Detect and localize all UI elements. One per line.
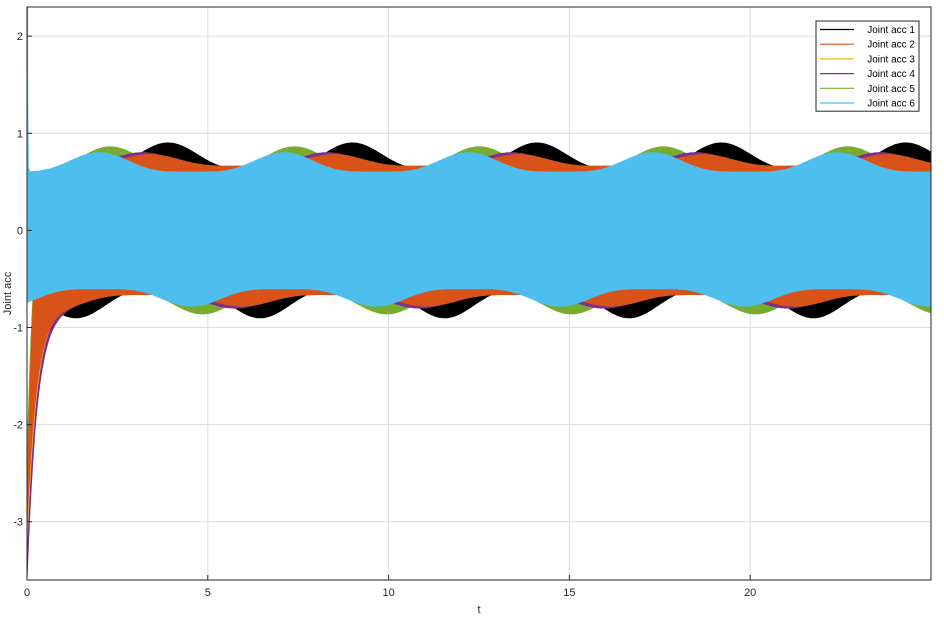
y-tick-label: -3 <box>13 517 23 529</box>
ticks: 0 5 10 15 20 -3 -2 -1 0 1 2 <box>13 31 756 599</box>
legend: Joint acc 1 Joint acc 2 Joint acc 3 Joint a… <box>815 20 920 112</box>
legend-label-1: Joint acc 1 <box>867 25 915 36</box>
x-axis-label: t <box>477 604 480 616</box>
legend-box <box>815 20 920 112</box>
x-tick-label: 0 <box>24 587 30 599</box>
plot-frame <box>26 6 932 581</box>
y-tick-label: 2 <box>17 31 23 43</box>
x-tick-label: 20 <box>744 587 756 599</box>
y-tick-label: -2 <box>13 420 23 432</box>
y-axis-label: Joint acc <box>2 271 14 315</box>
x-tick-label: 10 <box>382 587 394 599</box>
y-tick-label: 1 <box>17 128 23 140</box>
y-tick-label: -1 <box>13 322 23 334</box>
x-tick-label: 15 <box>563 587 575 599</box>
legend-label-4: Joint acc 4 <box>867 69 915 80</box>
y-tick-label: 0 <box>17 225 23 237</box>
legend-label-5: Joint acc 5 <box>867 84 915 95</box>
legend-label-2: Joint acc 2 <box>867 40 915 51</box>
legend-label-3: Joint acc 3 <box>867 54 915 65</box>
x-tick-label: 5 <box>205 587 211 599</box>
legend-label-6: Joint acc 6 <box>867 99 915 110</box>
